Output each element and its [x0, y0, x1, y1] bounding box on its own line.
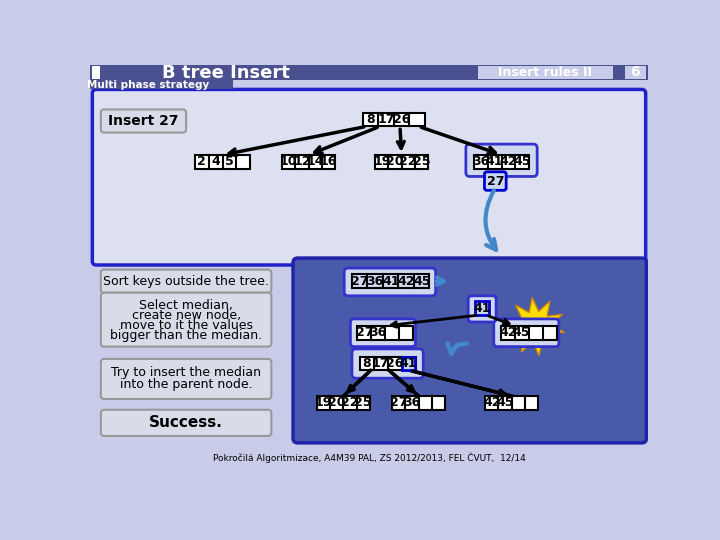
Text: 10: 10 [280, 156, 297, 168]
Text: 22: 22 [400, 156, 417, 168]
Bar [92, 66, 100, 79]
Text: 45: 45 [496, 396, 514, 409]
Text: Success.: Success. [149, 415, 223, 430]
Text: 5: 5 [225, 156, 234, 168]
Text: 42: 42 [397, 275, 415, 288]
FancyBboxPatch shape [485, 172, 506, 190]
FancyBboxPatch shape [494, 319, 559, 347]
Text: 45: 45 [513, 156, 531, 168]
FancyBboxPatch shape [293, 258, 647, 443]
Text: 45: 45 [513, 326, 531, 339]
Bar [375, 155, 428, 168]
Bar [357, 326, 413, 340]
FancyBboxPatch shape [101, 293, 271, 347]
Text: 26: 26 [386, 357, 403, 370]
FancyBboxPatch shape [351, 319, 415, 347]
Text: 36: 36 [366, 275, 384, 288]
Text: 41: 41 [486, 156, 503, 168]
Text: 19: 19 [315, 396, 333, 409]
Text: 25: 25 [354, 396, 372, 409]
Bar [90, 65, 648, 80]
Text: 22: 22 [341, 396, 359, 409]
Bar [500, 326, 557, 340]
Bar [402, 357, 415, 370]
Text: 14: 14 [307, 156, 324, 168]
Text: 27: 27 [487, 174, 504, 187]
Text: Pokročilá Algoritmizace, A4M39 PAL, ZS 2012/2013, FEL ČVUT,  12/14: Pokročilá Algoritmizace, A4M39 PAL, ZS 2… [212, 453, 526, 463]
Text: 20: 20 [386, 156, 404, 168]
FancyBboxPatch shape [352, 349, 423, 378]
Text: 27: 27 [356, 326, 373, 339]
Text: 41: 41 [474, 302, 491, 315]
Bar [474, 155, 529, 168]
Bar [477, 66, 613, 79]
Text: 20: 20 [328, 396, 346, 409]
FancyBboxPatch shape [92, 90, 646, 265]
Text: 8: 8 [362, 357, 371, 370]
Bar [282, 155, 335, 168]
Text: 41: 41 [382, 275, 400, 288]
Text: 12: 12 [293, 156, 311, 168]
FancyBboxPatch shape [101, 359, 271, 399]
Text: 41: 41 [400, 357, 418, 370]
Bar [392, 396, 445, 410]
Polygon shape [507, 298, 564, 356]
Text: 16: 16 [320, 156, 337, 168]
Text: create new node,: create new node, [132, 308, 240, 321]
Text: 36: 36 [472, 156, 489, 168]
Text: into the parent node.: into the parent node. [120, 378, 253, 391]
Bar [485, 396, 538, 410]
Text: Multi phase strategy: Multi phase strategy [87, 80, 210, 90]
Text: 45: 45 [413, 275, 431, 288]
FancyBboxPatch shape [101, 110, 186, 132]
FancyBboxPatch shape [466, 144, 537, 177]
Bar [625, 66, 647, 79]
Text: Insert 27: Insert 27 [108, 114, 179, 128]
Bar [363, 112, 425, 126]
FancyBboxPatch shape [101, 269, 271, 293]
FancyBboxPatch shape [344, 268, 436, 296]
Text: 17: 17 [372, 357, 390, 370]
Text: 42: 42 [499, 326, 516, 339]
Text: 42: 42 [483, 396, 500, 409]
Text: 2: 2 [197, 156, 206, 168]
Text: Sort keys outside the tree.: Sort keys outside the tree. [103, 275, 269, 288]
FancyBboxPatch shape [468, 296, 496, 322]
Text: Insert rules II: Insert rules II [498, 66, 592, 79]
Text: 25: 25 [413, 156, 430, 168]
Bar [352, 274, 429, 288]
Bar [90, 79, 233, 90]
Text: 27: 27 [351, 275, 369, 288]
Text: 36: 36 [369, 326, 387, 339]
Text: B tree Insert: B tree Insert [162, 64, 289, 82]
Text: bigger than the median.: bigger than the median. [110, 328, 262, 342]
Text: 4: 4 [211, 156, 220, 168]
Text: Try to insert the median: Try to insert the median [111, 366, 261, 379]
Text: 6: 6 [630, 65, 639, 79]
Text: 42: 42 [500, 156, 517, 168]
Text: 36: 36 [403, 396, 420, 409]
Text: 17: 17 [377, 113, 395, 126]
FancyBboxPatch shape [101, 410, 271, 436]
Bar [360, 356, 415, 370]
Text: move to it the values: move to it the values [120, 319, 253, 332]
Text: 27: 27 [390, 396, 408, 409]
Bar [194, 155, 251, 168]
Bar [475, 301, 489, 315]
Text: 8: 8 [366, 113, 375, 126]
Text: 19: 19 [373, 156, 390, 168]
Bar [317, 396, 370, 410]
Text: Select median,: Select median, [139, 299, 233, 312]
Text: 26: 26 [393, 113, 410, 126]
